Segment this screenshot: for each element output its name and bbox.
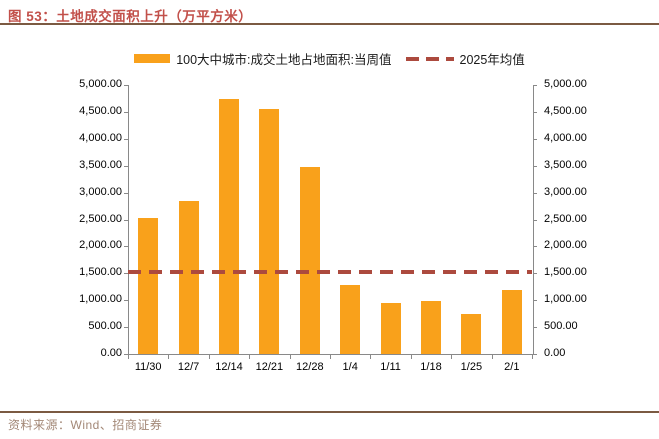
title-divider [0, 23, 659, 25]
y-axis-label-left: 5,000.00 [79, 78, 122, 90]
x-axis-label: 1/25 [460, 361, 483, 373]
x-axis-label: 12/21 [255, 361, 284, 373]
bar-series-swatch [134, 54, 171, 63]
x-axis-label: 2/1 [504, 361, 520, 373]
bar [178, 201, 199, 354]
y-axis-tick-right [533, 85, 537, 86]
y-axis-label-left: 4,500.00 [79, 104, 122, 117]
x-axis-tick [370, 355, 372, 359]
x-axis-tick [532, 355, 533, 359]
y-axis-label-right: 4,500.00 [544, 104, 587, 117]
bar [421, 300, 441, 354]
x-axis-tick [410, 355, 412, 359]
bar [380, 303, 401, 354]
y-axis-label-right: 2,000.00 [544, 239, 587, 252]
x-axis-label: 11/30 [134, 361, 162, 373]
y-axis-tick-left [124, 219, 128, 221]
y-axis-tick-right [533, 246, 537, 248]
bar [299, 167, 320, 354]
x-axis-tick [249, 355, 251, 359]
bar [501, 289, 522, 354]
y-axis-label-right: 4,000.00 [544, 131, 587, 144]
y-axis-label-left: 3,500.00 [79, 158, 122, 171]
bar [461, 313, 482, 354]
y-axis-label-right: 2,500.00 [544, 212, 587, 225]
y-axis-tick-right [533, 219, 537, 221]
footer-divider [0, 411, 659, 413]
x-axis-label: 12/14 [215, 361, 243, 373]
y-axis-tick-left [124, 327, 128, 329]
y-axis-label-left: 4,000.00 [79, 131, 122, 144]
y-axis-label-left: 500.00 [88, 320, 122, 333]
x-axis-label: 1/18 [420, 361, 442, 373]
bar [259, 109, 280, 354]
x-axis-tick [168, 355, 170, 359]
y-axis-label-left: 1,000.00 [79, 293, 122, 306]
y-axis-tick-left [124, 246, 128, 248]
x-axis-tick [128, 355, 129, 359]
average-line [128, 270, 532, 275]
y-axis-label-left: 0.00 [100, 347, 122, 359]
y-axis-label-left: 3,000.00 [79, 185, 122, 198]
y-axis-label-left: 2,500.00 [79, 212, 122, 225]
bar-series-label: 100大中城市:成交土地占地面积:当周值 [176, 53, 392, 67]
y-axis-label-left: 2,000.00 [79, 239, 122, 252]
bar [340, 285, 361, 354]
y-axis-tick-left [124, 354, 128, 355]
bar [138, 217, 159, 354]
y-axis-tick-left [124, 192, 128, 194]
x-axis-label: 1/11 [380, 361, 401, 373]
source-note: 资料来源：Wind、招商证券 [8, 418, 163, 432]
y-axis-tick-right [533, 138, 537, 140]
x-axis-tick [451, 355, 453, 359]
y-axis-label-left: 1,500.00 [79, 266, 122, 279]
x-axis-label: 12/28 [296, 361, 324, 373]
x-axis-label: 1/4 [342, 361, 358, 373]
y-axis-label-right: 500.00 [544, 320, 578, 333]
y-axis-tick-left [124, 111, 128, 113]
y-axis-tick-left [124, 300, 128, 302]
x-axis-tick [289, 355, 291, 359]
y-axis-label-right: 5,000.00 [544, 78, 587, 90]
legend-item-bar-series: 100大中城市:成交土地占地面积:当周值 [134, 49, 392, 68]
y-axis-tick-right [533, 300, 537, 302]
y-axis-tick-right [533, 165, 537, 167]
avg-line-label: 2025年均值 [459, 53, 525, 67]
bar [219, 98, 239, 354]
y-axis-label-right: 1,000.00 [544, 293, 587, 306]
y-axis-tick-left [124, 138, 128, 140]
y-axis-label-right: 0.00 [544, 347, 566, 359]
y-axis-label-right: 1,500.00 [544, 266, 587, 279]
y-axis-tick-right [533, 354, 537, 355]
y-axis-tick-right [533, 111, 537, 113]
x-axis-label: 12/7 [177, 361, 200, 373]
y-axis-tick-left [124, 165, 128, 167]
y-axis-tick-right [533, 327, 537, 329]
y-axis-tick-left [124, 85, 128, 86]
y-axis-tick-left [124, 273, 128, 275]
legend-item-avg-line: 2025年均值 [405, 49, 525, 68]
x-axis-tick [330, 355, 331, 359]
chart-title: 图 53：土地成交面积上升（万平方米） [8, 9, 253, 24]
y-axis-tick-right [533, 273, 537, 275]
x-axis-tick [491, 355, 493, 359]
x-axis-tick [208, 355, 210, 359]
avg-line-swatch [405, 56, 454, 61]
chart-legend: 100大中城市:成交土地占地面积:当周值 2025年均值 [0, 49, 659, 68]
y-axis-tick-right [533, 192, 537, 194]
y-axis-label-right: 3,000.00 [544, 185, 587, 198]
y-axis-label-right: 3,500.00 [544, 158, 587, 171]
